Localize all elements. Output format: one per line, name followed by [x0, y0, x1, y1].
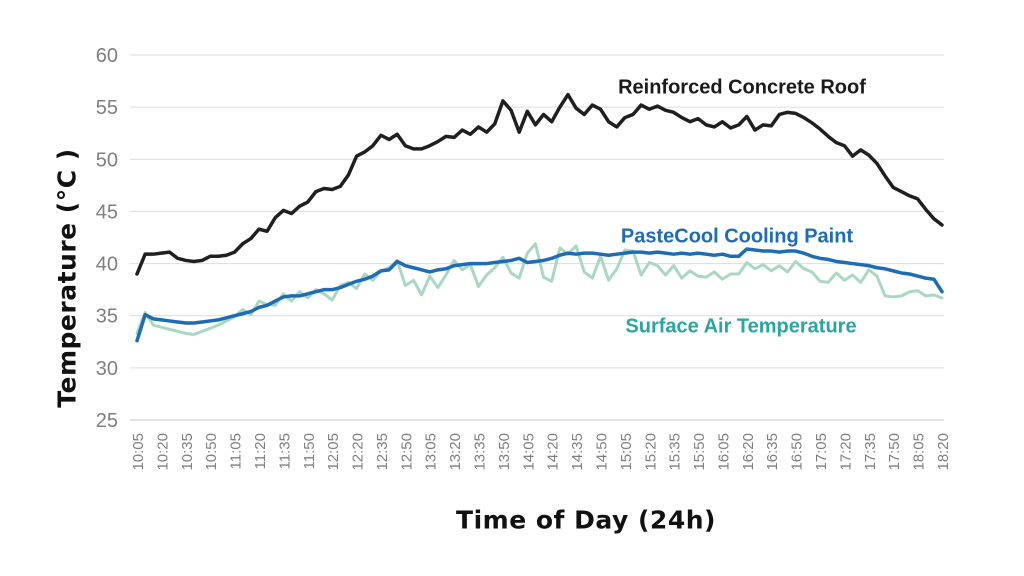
y-tick-label: 50	[96, 149, 118, 171]
x-tick-label: 12:50	[398, 433, 415, 471]
x-tick-label: 15:20	[642, 433, 659, 471]
x-tick-label: 15:05	[618, 433, 635, 471]
x-tick-label: 18:05	[911, 433, 928, 471]
x-tick-label: 12:05	[325, 433, 342, 471]
x-tick-label: 10:35	[179, 433, 196, 471]
x-tick-label: 10:20	[154, 433, 171, 471]
x-tick-label: 17:20	[837, 433, 854, 471]
x-tick-label: 12:20	[350, 433, 367, 471]
x-tick-label: 13:50	[496, 433, 513, 471]
x-tick-label: 17:50	[886, 433, 903, 471]
series-line-paint	[135, 247, 944, 343]
x-tick-label: 16:05	[715, 433, 732, 471]
series-label-pastecool-cooling-paint: PasteCool Cooling Paint	[620, 225, 854, 248]
x-tick-label: 12:35	[374, 433, 391, 471]
x-tick-label: 15:50	[691, 433, 708, 471]
y-tick-label: 25	[96, 410, 118, 432]
x-tick-label: 11:50	[301, 433, 318, 469]
y-tick-label: 40	[96, 254, 118, 276]
series-line-roof	[135, 92, 944, 276]
x-tick-label: 15:35	[667, 433, 684, 471]
x-tick-label: 10:05	[130, 433, 147, 471]
y-tick-label: 30	[96, 358, 118, 380]
x-tick-label: 16:20	[740, 433, 757, 471]
y-tick-label: 35	[96, 306, 118, 328]
x-tick-label: 11:35	[276, 433, 293, 469]
series-label-surface-air-temperature: Surface Air Temperature	[625, 315, 857, 338]
x-tick-label: 10:50	[203, 433, 220, 471]
y-tick-label: 55	[96, 97, 118, 119]
x-axis-title: Time of Day (24h)	[456, 505, 716, 535]
x-tick-label: 17:05	[813, 433, 830, 471]
y-axis-title: Temperature (°C )	[52, 148, 82, 408]
x-tick-label: 13:20	[447, 433, 464, 471]
x-tick-label: 14:50	[593, 433, 610, 471]
x-tick-label: 14:20	[545, 433, 562, 471]
series-label-reinforced-concrete-roof: Reinforced Concrete Roof	[618, 76, 866, 99]
x-tick-label: 14:05	[520, 433, 537, 471]
x-tick-label: 18:20	[935, 433, 952, 471]
x-tick-label: 13:35	[472, 433, 489, 471]
x-tick-label: 14:35	[569, 433, 586, 471]
x-tick-label: 11:20	[252, 433, 269, 469]
x-tick-label: 16:35	[764, 433, 781, 471]
x-tick-label: 16:50	[789, 433, 806, 471]
x-tick-label: 13:05	[423, 433, 440, 471]
x-tick-label: 17:35	[862, 433, 879, 471]
x-tick-label: 11:05	[228, 433, 245, 469]
y-tick-label: 45	[96, 201, 118, 223]
y-tick-label: 60	[96, 45, 118, 67]
